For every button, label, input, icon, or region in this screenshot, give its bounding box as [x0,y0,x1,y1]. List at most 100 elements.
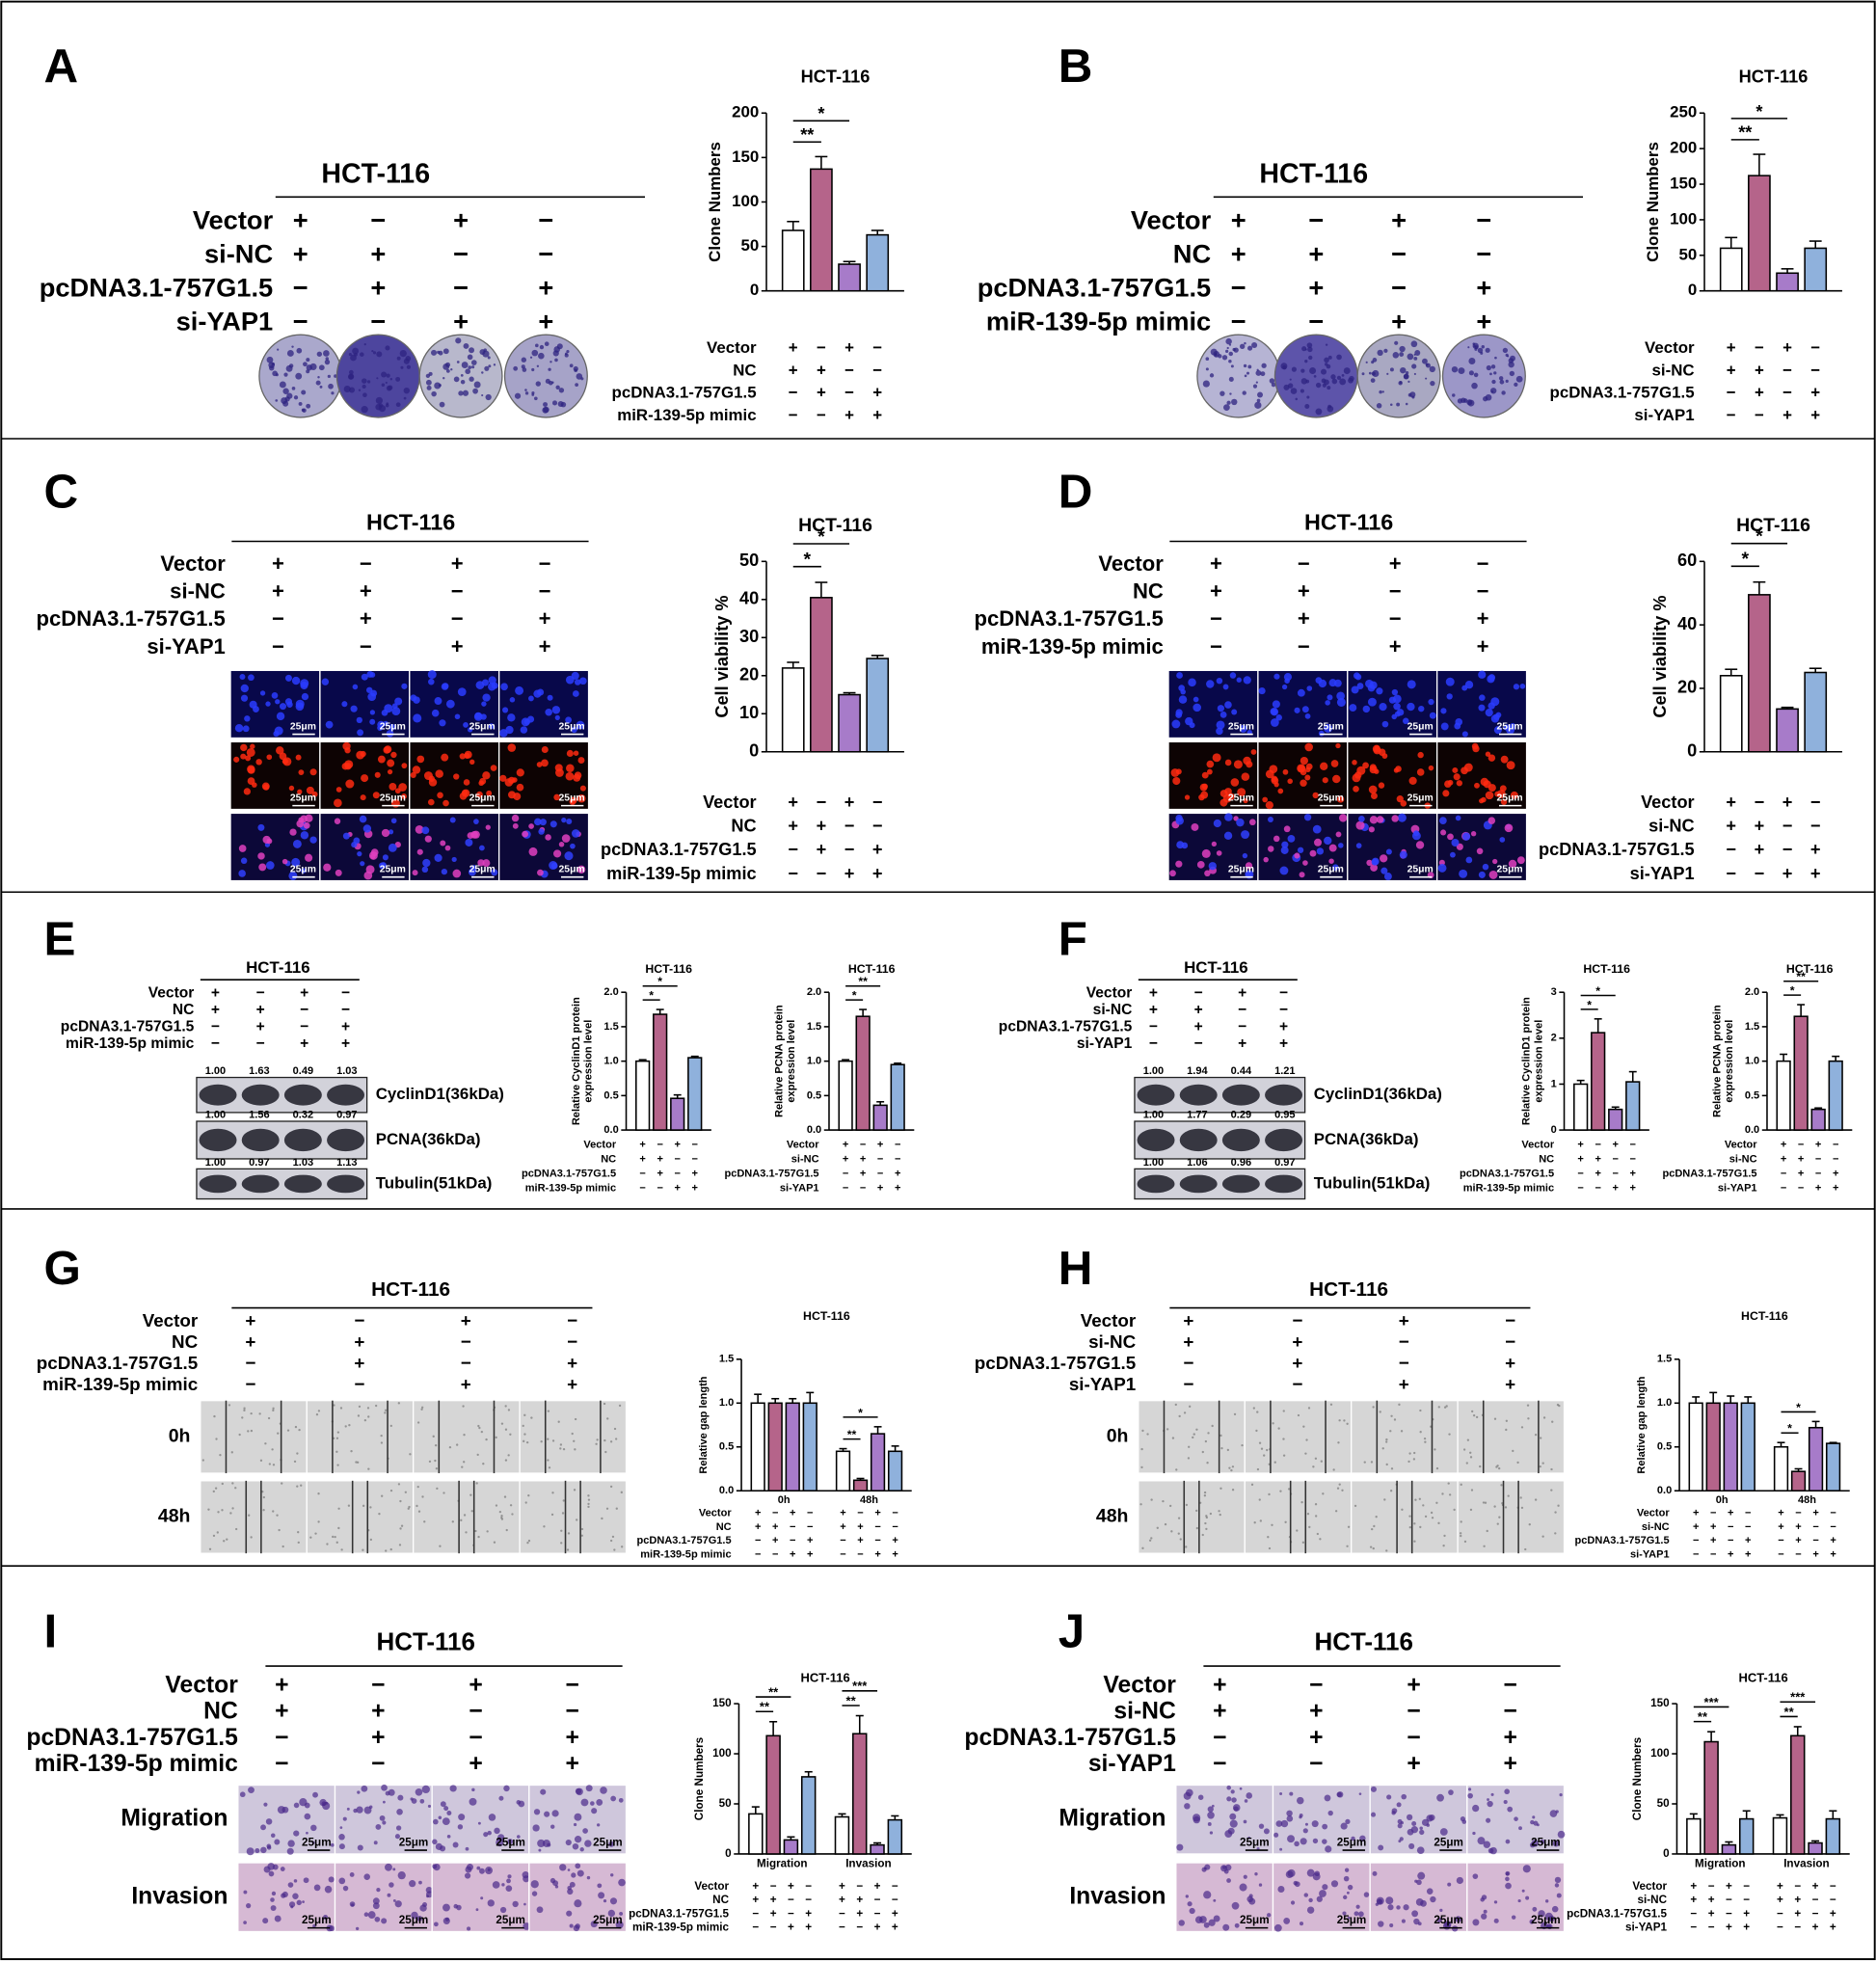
cell [1367,684,1376,692]
condition-mark: − [856,1922,863,1934]
cell [528,847,538,856]
cell [464,1872,471,1879]
cell [229,1512,232,1515]
condition-mark: + [807,1548,813,1560]
cell [363,871,373,880]
cell [1499,837,1506,843]
significance-label: *** [1790,1690,1806,1705]
condition-mark: + [293,204,308,234]
colony [375,396,384,405]
cell [1511,1915,1516,1920]
cell [1440,722,1449,731]
cell [1296,1529,1299,1532]
condition-name: pcDNA3.1-757G1.5 [522,1168,616,1179]
cell [332,1535,335,1539]
cell [1442,790,1450,797]
condition-mark: − [341,1002,350,1018]
cell [1411,1910,1419,1918]
cell [296,1485,299,1488]
cell [421,1495,424,1498]
cell [1297,1796,1304,1805]
condition-mark: + [1149,1002,1158,1018]
bar [1804,247,1828,292]
cell [323,1914,329,1921]
condition-mark: + [1503,1725,1516,1751]
cell [367,1911,376,1919]
condition-mark: + [1213,1699,1226,1725]
colony [1507,355,1510,358]
cell [1224,759,1232,766]
cell [1338,843,1344,848]
colony [376,351,383,358]
bar [1808,1426,1824,1492]
cell [551,1439,555,1442]
cell [595,1442,598,1445]
cell [574,1417,577,1421]
colony [291,387,296,390]
condition-mark: + [892,1922,898,1934]
cell [215,1438,218,1440]
cell [1413,1540,1416,1543]
cell [1424,1440,1427,1443]
condition-mark: − [1194,1035,1203,1052]
cell [444,845,451,851]
cell [1233,760,1243,769]
condition-mark: − [843,1182,848,1194]
condition-mark: − [1795,1508,1801,1519]
cell [241,1416,244,1419]
cell [1287,1868,1296,1877]
colony [1247,364,1252,369]
cell [1226,1448,1230,1452]
cell [537,869,544,876]
band [1137,1128,1175,1152]
scale-label: 25μm [469,722,496,733]
cell [1470,831,1477,837]
cell [1472,1414,1476,1417]
cell [1208,862,1217,871]
condition-mark: − [538,204,553,234]
condition-mark: − [1309,1751,1323,1777]
cell [1236,818,1245,827]
colony [1309,367,1317,375]
cell [1216,727,1223,736]
cell [1389,1490,1393,1492]
colony [352,347,360,355]
colony [1407,353,1414,361]
colony [1403,373,1409,380]
cell [500,1422,504,1425]
cell [1416,1846,1425,1855]
cell [433,1818,439,1825]
colony [1271,382,1276,388]
bar [1686,1817,1702,1855]
condition-mark: − [657,1182,662,1194]
cell [1532,1906,1538,1912]
colony [1489,372,1492,376]
cell [1385,1896,1394,1905]
condition-mark: − [1782,817,1793,836]
cell [503,1495,507,1498]
cell [1335,742,1341,749]
cell [1304,1452,1307,1455]
transwell-image [1369,1784,1468,1855]
condition-mark: + [1238,985,1246,1002]
cell [577,757,585,765]
cell [532,1824,540,1832]
cell [281,1806,289,1814]
cell [547,694,553,701]
colony [295,372,303,380]
condition-mark: + [877,1182,883,1194]
condition-mark: − [1755,406,1764,424]
cell [1211,1804,1215,1808]
scale-label: 25μm [290,722,316,733]
colony [1467,346,1470,349]
cell [385,1549,388,1552]
condition-mark: − [844,384,854,402]
cell [1371,1812,1377,1817]
condition-mark: − [469,1725,482,1751]
condition-mark: + [860,1154,866,1166]
cell [1258,1883,1263,1887]
band [1179,1084,1218,1106]
cell [590,1921,598,1928]
significance-label: * [817,104,825,123]
condition-mark: + [1777,1894,1783,1906]
